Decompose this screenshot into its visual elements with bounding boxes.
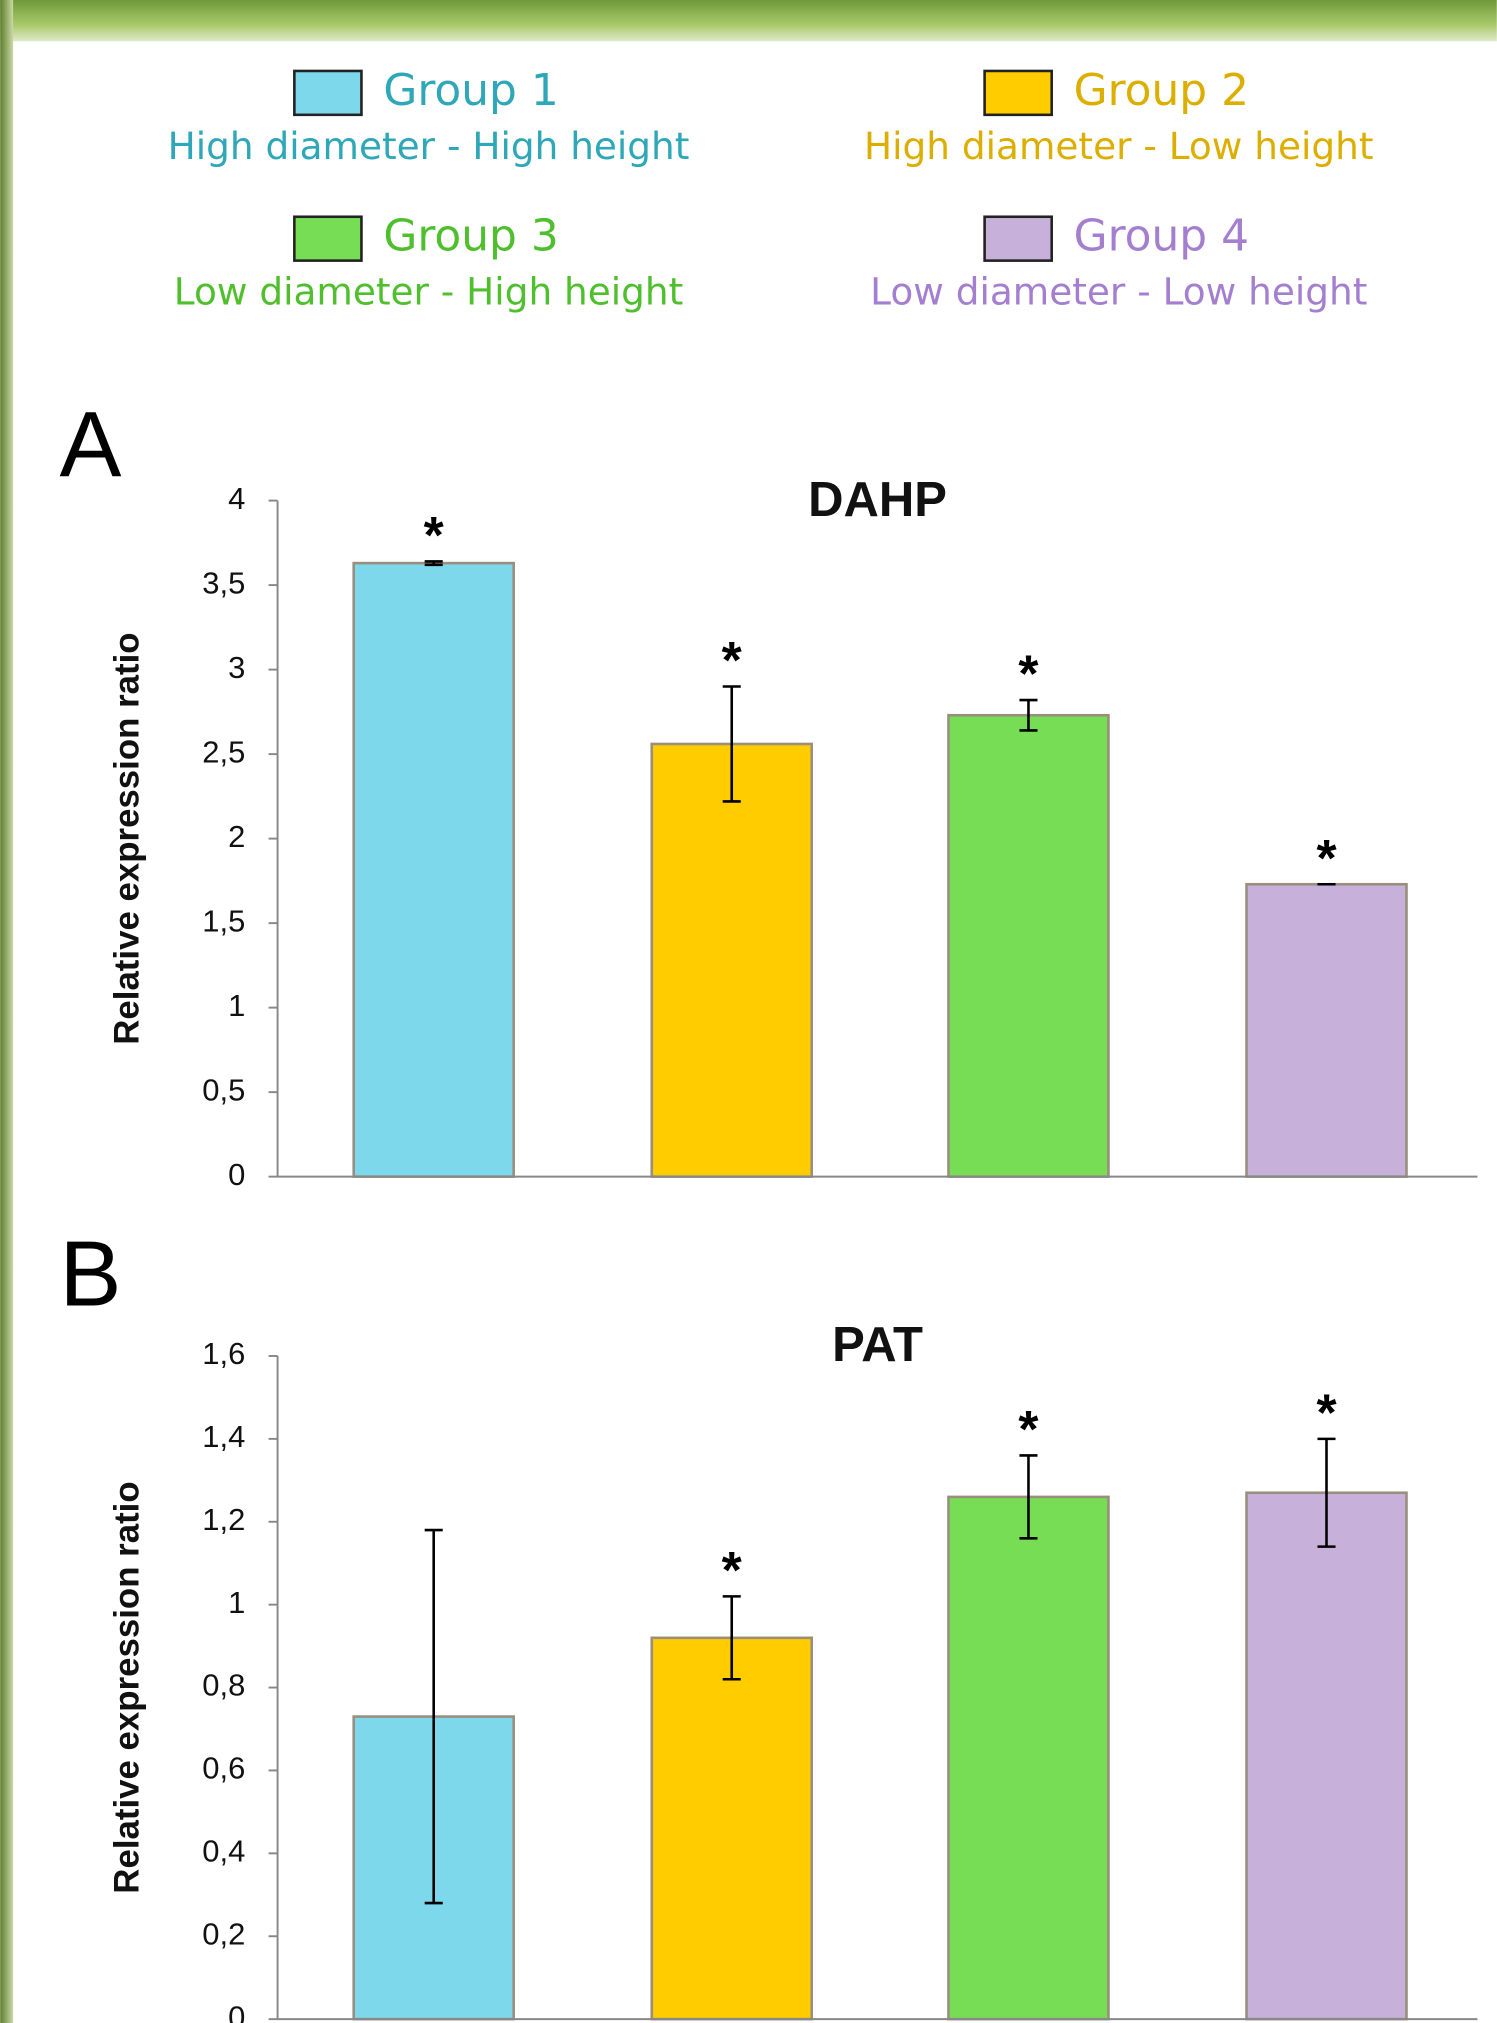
y-tick-label: 0 xyxy=(228,1999,245,2023)
legend-name: Group 3 xyxy=(383,211,558,262)
legend-description: High diameter - High height xyxy=(168,124,690,168)
legend-name: Group 1 xyxy=(383,65,558,116)
bar xyxy=(948,715,1108,1176)
y-axis-label: Relative expression ratio xyxy=(107,632,146,1044)
y-tick-label: 2 xyxy=(228,819,245,854)
significance-mark: * xyxy=(1018,1400,1039,1458)
y-axis-label: Relative expression ratio xyxy=(107,1481,146,1893)
significance-mark: * xyxy=(424,506,445,564)
y-tick-label: 0 xyxy=(228,1157,245,1192)
legend-name: Group 4 xyxy=(1074,211,1249,262)
bar xyxy=(948,1497,1108,2019)
significance-mark: * xyxy=(1316,1384,1337,1442)
y-tick-label: 1 xyxy=(228,988,245,1023)
y-tick-label: 4 xyxy=(228,481,245,516)
significance-mark: * xyxy=(1316,829,1337,887)
panel-letter: A xyxy=(60,392,122,496)
significance-mark: * xyxy=(722,631,743,689)
significance-mark: * xyxy=(722,1541,743,1599)
chart-title: PAT xyxy=(832,1318,923,1372)
y-tick-label: 0,5 xyxy=(202,1072,245,1107)
y-tick-label: 0,4 xyxy=(202,1834,245,1869)
y-tick-label: 1,5 xyxy=(202,903,245,938)
legend-swatch xyxy=(294,71,361,115)
y-tick-label: 0,6 xyxy=(202,1751,245,1786)
legend-swatch xyxy=(294,217,361,261)
grass-side xyxy=(0,0,13,2023)
y-tick-label: 1 xyxy=(228,1585,245,1620)
y-tick-label: 1,6 xyxy=(202,1336,245,1371)
bar xyxy=(1247,884,1407,1176)
panel-letter: B xyxy=(60,1222,122,1326)
legend-name: Group 2 xyxy=(1074,65,1249,116)
page: Group 1 High diameter - High height Group … xyxy=(0,0,1497,2023)
legend-description: High diameter - Low height xyxy=(864,124,1374,168)
y-tick-label: 3 xyxy=(228,650,245,685)
legend-swatch xyxy=(985,71,1052,115)
bar xyxy=(354,563,514,1177)
grass-top xyxy=(0,0,1497,41)
legend-description: Low diameter - High height xyxy=(174,270,684,314)
y-tick-label: 3,5 xyxy=(202,565,245,600)
y-tick-label: 0,8 xyxy=(202,1668,245,1703)
y-tick-label: 1,2 xyxy=(202,1502,245,1537)
chart-title: DAHP xyxy=(808,473,947,527)
y-tick-label: 2,5 xyxy=(202,734,245,769)
legend-swatch xyxy=(985,217,1052,261)
y-tick-label: 1,4 xyxy=(202,1419,245,1454)
bar xyxy=(652,1638,812,2019)
bar xyxy=(652,744,812,1177)
figure: Group 1 High diameter - High height Group … xyxy=(0,0,1497,2023)
bar xyxy=(1247,1493,1407,2019)
significance-mark: * xyxy=(1018,645,1039,703)
legend-description: Low diameter - Low height xyxy=(870,270,1367,314)
y-tick-label: 0,2 xyxy=(202,1916,245,1951)
